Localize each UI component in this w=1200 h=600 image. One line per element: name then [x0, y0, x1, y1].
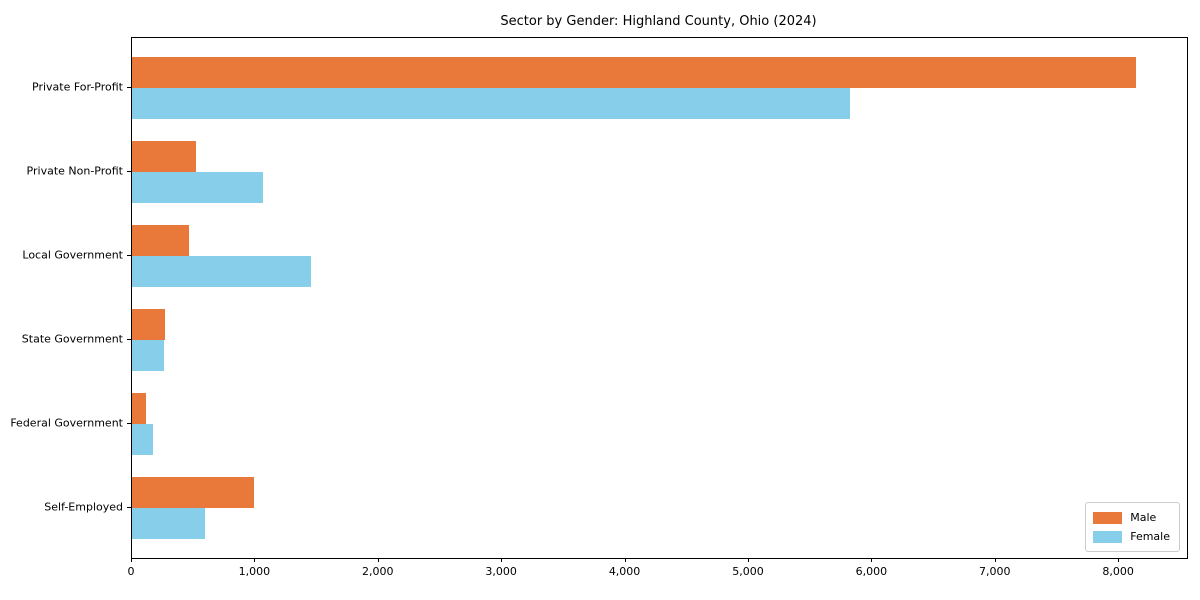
- legend-row-female: Female: [1093, 527, 1170, 546]
- x-tick-mark: [624, 558, 626, 562]
- x-tick-label: 4,000: [608, 565, 641, 578]
- x-tick-label: 2,000: [362, 565, 394, 578]
- legend-row-male: Male: [1093, 508, 1170, 527]
- bar-female-2: [132, 256, 311, 287]
- y-tick-label: State Government: [21, 332, 123, 346]
- bar-male-0: [132, 57, 1137, 88]
- bar-male-4: [132, 393, 146, 424]
- y-tick-label: Private Non-Profit: [26, 164, 123, 178]
- y-tick-label: Private For-Profit: [32, 80, 123, 94]
- x-tick-mark: [501, 558, 503, 562]
- bar-female-3: [132, 340, 165, 371]
- legend-swatch-female: [1093, 530, 1123, 543]
- x-tick-label: 7,000: [978, 565, 1011, 578]
- y-tick-label: Federal Government: [10, 416, 123, 430]
- x-tick-label: 3,000: [485, 565, 517, 578]
- x-tick-label: 6,000: [855, 565, 888, 578]
- x-tick-label: 5,000: [732, 565, 764, 578]
- bar-female-5: [132, 508, 206, 539]
- x-tick-mark: [871, 558, 873, 562]
- bar-female-0: [132, 88, 851, 119]
- legend-label-female: Female: [1130, 530, 1170, 543]
- y-tick-label: Self-Employed: [44, 500, 123, 514]
- y-tick-mark: [127, 507, 131, 508]
- x-tick-label: 1,000: [238, 565, 271, 578]
- legend: Male Female: [1085, 502, 1180, 552]
- x-tick-mark: [747, 558, 749, 562]
- legend-swatch-male: [1093, 511, 1123, 524]
- x-tick-mark: [131, 558, 132, 562]
- legend-label-male: Male: [1130, 511, 1157, 524]
- chart-title: Sector by Gender: Highland County, Ohio …: [500, 14, 817, 29]
- bar-female-1: [132, 172, 264, 203]
- bar-male-2: [132, 225, 190, 256]
- bar-male-3: [132, 309, 166, 340]
- x-tick-mark: [377, 558, 379, 562]
- bar-male-1: [132, 141, 197, 172]
- y-tick-label: Local Government: [22, 248, 123, 262]
- y-tick-mark: [127, 255, 131, 256]
- y-tick-mark: [127, 339, 131, 340]
- x-tick-label: 0: [127, 565, 135, 578]
- x-tick-mark: [994, 558, 996, 562]
- plot-area: Male Female: [131, 37, 1188, 559]
- y-tick-mark: [127, 87, 131, 88]
- bar-male-5: [132, 477, 254, 508]
- bar-female-4: [132, 424, 154, 455]
- y-tick-mark: [127, 423, 131, 424]
- x-tick-mark: [1118, 558, 1120, 562]
- y-tick-mark: [127, 171, 131, 172]
- x-tick-label: 8,000: [1102, 565, 1134, 578]
- x-tick-mark: [254, 558, 256, 562]
